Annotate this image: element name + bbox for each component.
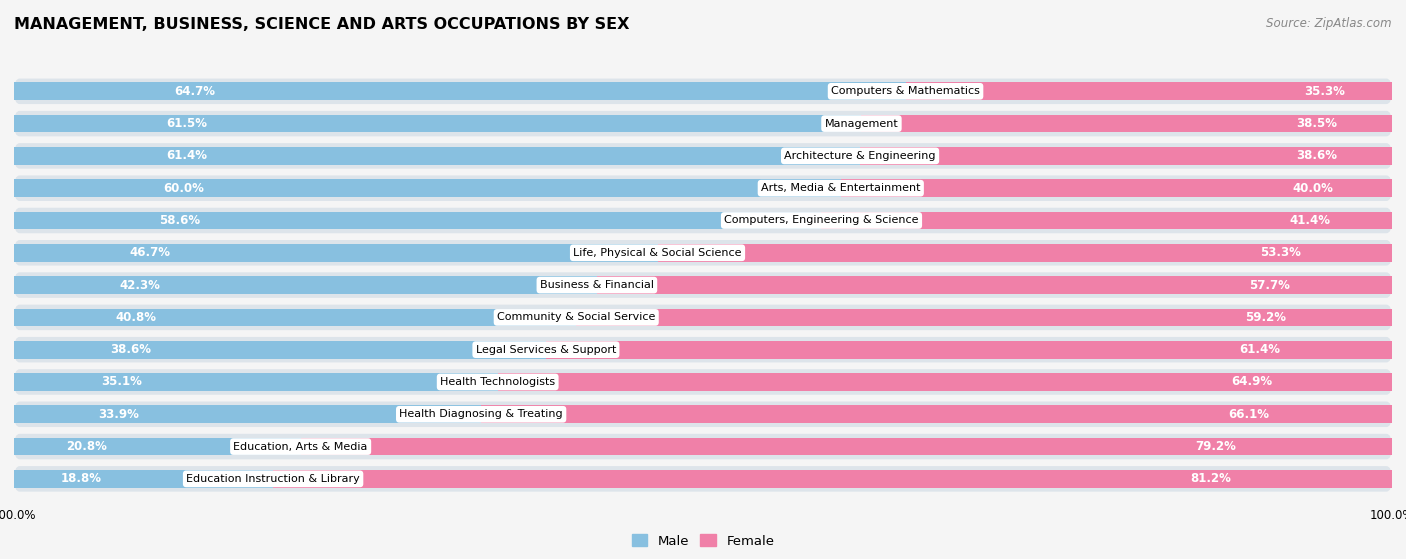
Text: MANAGEMENT, BUSINESS, SCIENCE AND ARTS OCCUPATIONS BY SEX: MANAGEMENT, BUSINESS, SCIENCE AND ARTS O… xyxy=(14,17,630,32)
Text: 81.2%: 81.2% xyxy=(1191,472,1232,485)
Bar xyxy=(498,373,1392,391)
Bar xyxy=(14,373,498,391)
Text: 64.7%: 64.7% xyxy=(174,85,215,98)
Bar xyxy=(14,244,658,262)
Bar xyxy=(14,438,301,456)
Text: Community & Social Service: Community & Social Service xyxy=(498,312,655,323)
Text: Computers, Engineering & Science: Computers, Engineering & Science xyxy=(724,215,918,225)
Legend: Male, Female: Male, Female xyxy=(626,529,780,553)
Text: Business & Financial: Business & Financial xyxy=(540,280,654,290)
Text: 35.3%: 35.3% xyxy=(1305,85,1346,98)
FancyBboxPatch shape xyxy=(14,369,1392,395)
Text: Education, Arts & Media: Education, Arts & Media xyxy=(233,442,368,452)
Text: 53.3%: 53.3% xyxy=(1260,247,1301,259)
Text: 64.9%: 64.9% xyxy=(1232,376,1272,389)
Bar xyxy=(576,309,1392,326)
Text: 61.5%: 61.5% xyxy=(166,117,208,130)
Bar xyxy=(14,341,546,358)
Text: 59.2%: 59.2% xyxy=(1246,311,1286,324)
Text: 61.4%: 61.4% xyxy=(166,149,207,163)
FancyBboxPatch shape xyxy=(14,111,1392,136)
Text: Source: ZipAtlas.com: Source: ZipAtlas.com xyxy=(1267,17,1392,30)
Text: 20.8%: 20.8% xyxy=(66,440,107,453)
FancyBboxPatch shape xyxy=(14,401,1392,427)
Text: 66.1%: 66.1% xyxy=(1227,408,1270,421)
FancyBboxPatch shape xyxy=(14,337,1392,362)
Text: 40.0%: 40.0% xyxy=(1292,182,1334,195)
Text: 40.8%: 40.8% xyxy=(115,311,156,324)
Text: 58.6%: 58.6% xyxy=(159,214,201,227)
Bar xyxy=(14,212,821,229)
FancyBboxPatch shape xyxy=(14,434,1392,459)
Text: 61.4%: 61.4% xyxy=(1240,343,1281,356)
Text: 33.9%: 33.9% xyxy=(98,408,139,421)
Text: 46.7%: 46.7% xyxy=(129,247,172,259)
Text: Life, Physical & Social Science: Life, Physical & Social Science xyxy=(574,248,742,258)
Bar xyxy=(481,405,1392,423)
Bar xyxy=(841,179,1392,197)
Text: Computers & Mathematics: Computers & Mathematics xyxy=(831,86,980,96)
FancyBboxPatch shape xyxy=(14,466,1392,491)
Text: Management: Management xyxy=(824,119,898,129)
Bar xyxy=(862,115,1392,132)
Bar xyxy=(301,438,1392,456)
Text: 18.8%: 18.8% xyxy=(60,472,101,485)
Text: 38.6%: 38.6% xyxy=(110,343,150,356)
Text: 38.5%: 38.5% xyxy=(1296,117,1337,130)
Bar xyxy=(273,470,1392,488)
Text: 38.6%: 38.6% xyxy=(1296,149,1337,163)
FancyBboxPatch shape xyxy=(14,305,1392,330)
Text: 79.2%: 79.2% xyxy=(1195,440,1236,453)
Bar xyxy=(598,276,1392,294)
Text: Architecture & Engineering: Architecture & Engineering xyxy=(785,151,936,161)
Bar xyxy=(14,470,273,488)
Bar xyxy=(821,212,1392,229)
Text: 60.0%: 60.0% xyxy=(163,182,204,195)
Bar xyxy=(546,341,1392,358)
Text: Arts, Media & Entertainment: Arts, Media & Entertainment xyxy=(761,183,921,193)
Text: 57.7%: 57.7% xyxy=(1249,278,1289,292)
Bar xyxy=(860,147,1392,165)
Bar xyxy=(905,82,1392,100)
Bar xyxy=(658,244,1392,262)
Text: Legal Services & Support: Legal Services & Support xyxy=(475,345,616,355)
FancyBboxPatch shape xyxy=(14,272,1392,298)
Text: Health Diagnosing & Treating: Health Diagnosing & Treating xyxy=(399,409,562,419)
Text: 35.1%: 35.1% xyxy=(101,376,142,389)
Text: Health Technologists: Health Technologists xyxy=(440,377,555,387)
Bar xyxy=(14,82,905,100)
Bar xyxy=(14,147,860,165)
Bar xyxy=(14,309,576,326)
Text: Education Instruction & Library: Education Instruction & Library xyxy=(186,474,360,484)
FancyBboxPatch shape xyxy=(14,79,1392,104)
Text: 42.3%: 42.3% xyxy=(120,278,160,292)
Text: 41.4%: 41.4% xyxy=(1289,214,1330,227)
Bar xyxy=(14,115,862,132)
FancyBboxPatch shape xyxy=(14,208,1392,233)
Bar xyxy=(14,405,481,423)
Bar xyxy=(14,276,598,294)
Bar xyxy=(14,179,841,197)
FancyBboxPatch shape xyxy=(14,240,1392,266)
FancyBboxPatch shape xyxy=(14,176,1392,201)
FancyBboxPatch shape xyxy=(14,143,1392,169)
